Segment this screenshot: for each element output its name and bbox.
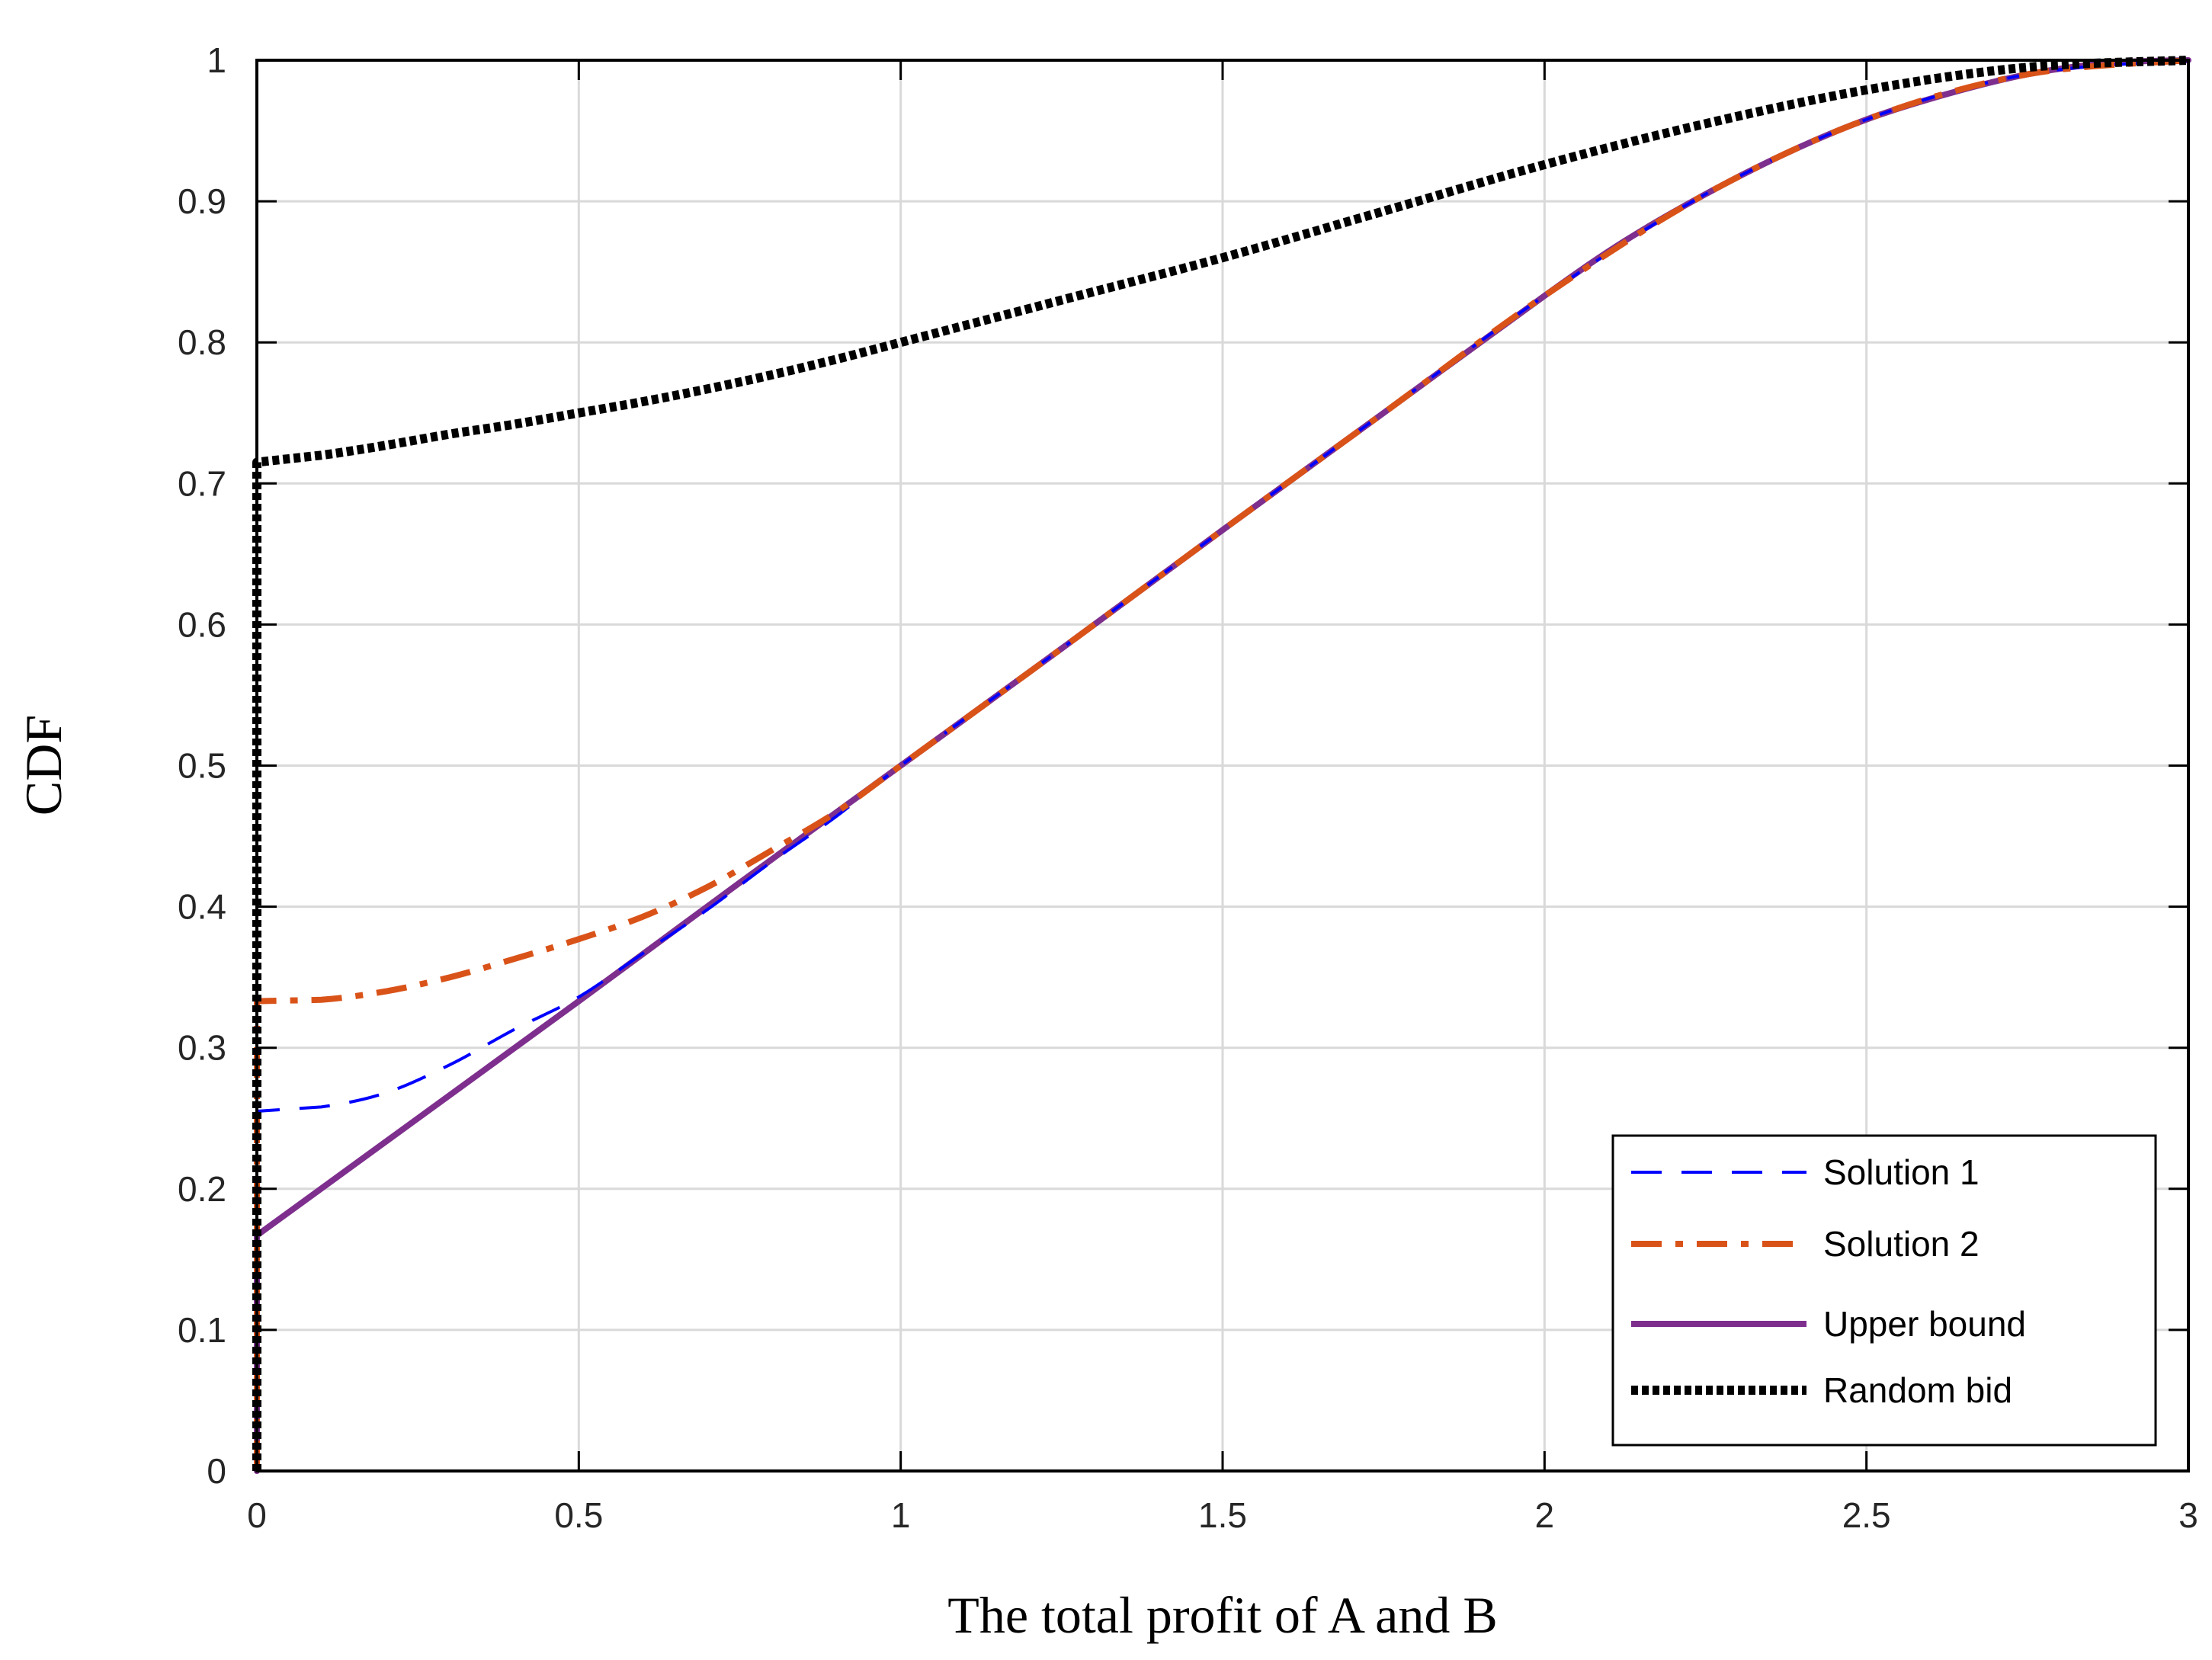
y-tick-label: 0.6 [178,604,226,644]
legend-box [1611,1134,2157,1447]
x-tick-label: 0.5 [554,1495,603,1535]
series-line-random-bid [252,56,2189,1471]
y-tick-label: 0 [207,1451,226,1491]
y-tick-label: 0.1 [178,1310,226,1350]
y-tick-label: 1 [207,40,226,80]
x-tick-label: 1.5 [1198,1495,1247,1535]
y-axis-title: CDF [14,715,72,816]
x-tick-labels: 0 0.5 1 1.5 2 2.5 3 [247,1495,2198,1535]
y-tick-label: 0.5 [178,746,226,786]
y-tick-label: 0.3 [178,1028,226,1068]
x-axis-title: The total profit of A and B [947,1586,1497,1644]
y-tick-label: 0.8 [178,322,226,362]
x-tick-label: 0 [247,1495,267,1535]
series-line-upper-bound [254,57,2191,1474]
x-tick-label: 2 [1535,1495,1555,1535]
grid-lines [257,60,2188,1471]
y-tick-label: 0.9 [178,181,226,221]
x-tick-label: 3 [2178,1495,2198,1535]
y-tick-label: 0.2 [178,1169,226,1209]
x-tick-label: 1 [891,1495,911,1535]
y-tick-labels: 0 0.1 0.2 0.3 0.4 0.5 0.6 0.7 0.8 0.9 1 [178,40,226,1491]
axis-ticks [255,59,2190,1473]
legend-label-solution-2: Solution 2 [1823,1224,1980,1264]
series-lines [252,56,2191,1474]
y-tick-label: 0.4 [178,887,226,927]
series-line-solution-2 [254,57,2189,1471]
x-tick-label: 2.5 [1842,1495,1891,1535]
legend-label-random-bid: Random bid [1823,1370,2012,1410]
legend: Solution 1 Solution 2 Upper bound Random bi… [1611,1134,2157,1447]
legend-label-solution-1: Solution 1 [1823,1152,1980,1192]
y-tick-label: 0.7 [178,463,226,503]
legend-label-upper-bound: Upper bound [1823,1304,2026,1344]
